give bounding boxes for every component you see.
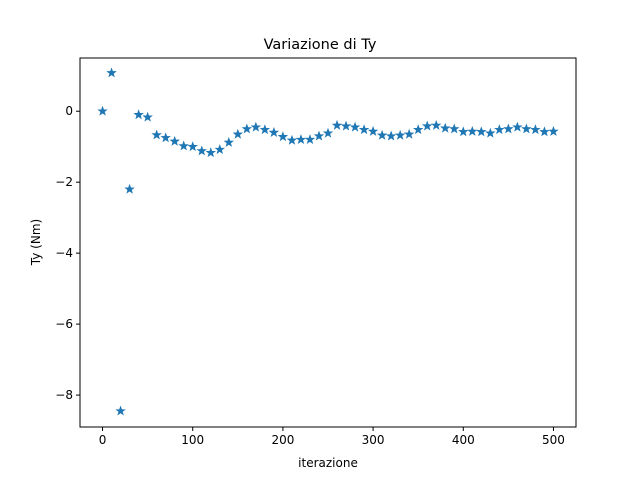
data-point bbox=[331, 119, 343, 130]
data-point bbox=[106, 67, 117, 78]
data-point bbox=[196, 145, 207, 156]
data-point bbox=[476, 126, 487, 137]
x-tick-label: 0 bbox=[99, 433, 107, 447]
data-point bbox=[205, 147, 216, 158]
data-point bbox=[151, 129, 162, 140]
data-point bbox=[467, 125, 478, 136]
y-axis-ticks: 0 −2 −4 −6 −8 bbox=[55, 104, 80, 402]
chart-title: Variazione di Ty bbox=[264, 37, 377, 53]
data-point bbox=[394, 129, 406, 140]
x-tick-label: 400 bbox=[452, 433, 475, 447]
data-point bbox=[539, 126, 550, 137]
x-tick-label: 300 bbox=[362, 433, 385, 447]
data-point bbox=[458, 126, 469, 137]
data-point bbox=[403, 128, 415, 139]
data-point bbox=[178, 140, 189, 151]
data-point bbox=[503, 123, 514, 134]
data-point bbox=[421, 120, 433, 131]
data-point bbox=[160, 132, 171, 143]
data-point bbox=[286, 134, 298, 145]
data-point bbox=[548, 125, 559, 136]
data-point bbox=[142, 111, 153, 122]
data-point bbox=[295, 134, 307, 145]
data-point bbox=[313, 130, 325, 141]
data-point bbox=[115, 405, 126, 416]
data-point bbox=[358, 124, 370, 135]
data-point bbox=[349, 121, 361, 132]
y-axis-label: Ty (Nm) bbox=[29, 219, 43, 266]
data-point bbox=[322, 127, 334, 138]
y-tick-label: −4 bbox=[55, 246, 73, 260]
x-tick-label: 200 bbox=[271, 433, 294, 447]
data-point bbox=[367, 125, 379, 136]
data-point bbox=[241, 123, 253, 134]
data-point bbox=[440, 122, 451, 133]
data-point bbox=[259, 124, 271, 135]
data-point bbox=[223, 136, 235, 147]
data-point bbox=[250, 121, 262, 132]
data-point bbox=[268, 127, 280, 137]
data-point bbox=[124, 183, 135, 194]
data-point bbox=[214, 144, 225, 154]
x-tick-label: 100 bbox=[181, 433, 204, 447]
data-point bbox=[494, 124, 505, 135]
data-point bbox=[277, 131, 289, 142]
data-points bbox=[97, 67, 559, 416]
y-tick-label: −2 bbox=[55, 175, 73, 189]
x-tick-label: 500 bbox=[542, 433, 565, 447]
data-point bbox=[530, 124, 541, 135]
data-point bbox=[449, 123, 460, 134]
y-tick-label: −8 bbox=[55, 388, 73, 402]
y-tick-label: −6 bbox=[55, 317, 73, 331]
x-axis-ticks: 0 100 200 300 400 500 bbox=[99, 427, 565, 447]
data-point bbox=[340, 120, 352, 131]
data-point bbox=[412, 124, 424, 135]
data-point bbox=[133, 109, 144, 120]
data-point bbox=[187, 141, 198, 152]
data-point bbox=[169, 135, 180, 146]
data-point bbox=[512, 121, 523, 132]
data-point bbox=[521, 123, 532, 134]
data-point bbox=[232, 128, 244, 139]
y-tick-label: 0 bbox=[65, 104, 73, 118]
data-point bbox=[431, 119, 442, 130]
data-point bbox=[385, 130, 397, 141]
data-point bbox=[485, 127, 496, 138]
data-point bbox=[97, 105, 108, 116]
x-axis-label: iterazione bbox=[298, 456, 358, 470]
plot-frame bbox=[79, 57, 577, 428]
data-point bbox=[304, 134, 316, 145]
data-point bbox=[376, 129, 388, 140]
